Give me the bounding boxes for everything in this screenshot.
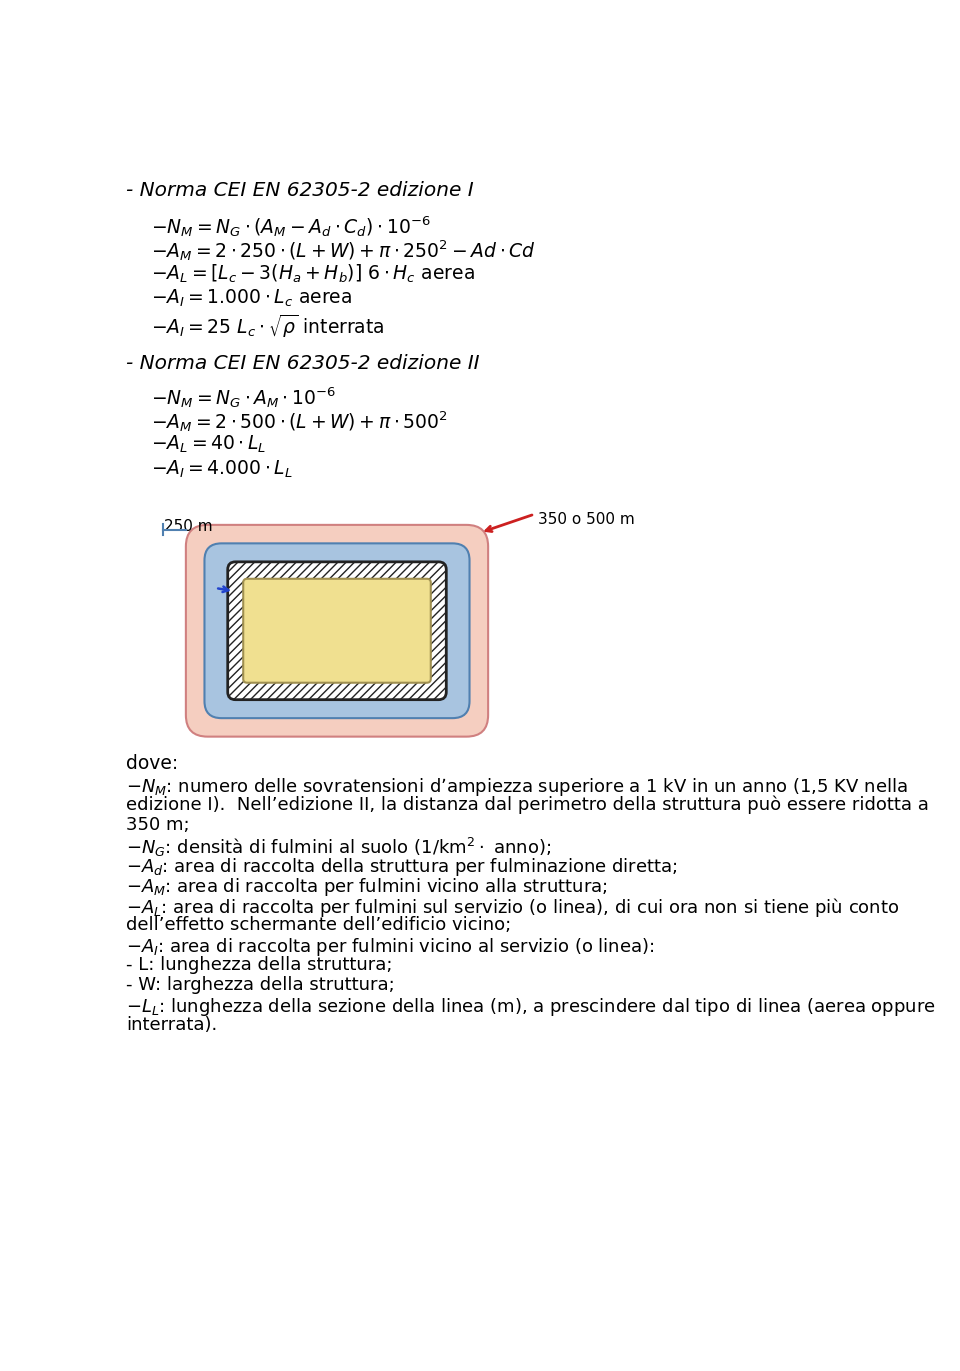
Text: $- A_I = 4.000 \cdot L_L$: $- A_I = 4.000 \cdot L_L$ [151,459,293,480]
Text: $- N_G$: densità di fulmini al suolo (1/km$^2 \cdot$ anno);: $- N_G$: densità di fulmini al suolo (1/… [126,836,551,860]
FancyBboxPatch shape [243,579,431,683]
Text: edizione I).  Nell’edizione II, la distanza dal perimetro della struttura può es: edizione I). Nell’edizione II, la distan… [126,797,929,814]
Text: $- A_L = [L_c - 3(H_a + H_b)]\ 6 \cdot H_c\ \mathrm{aerea}$: $- A_L = [L_c - 3(H_a + H_b)]\ 6 \cdot H… [151,263,475,285]
Text: 350 o 500 m: 350 o 500 m [538,511,635,526]
Text: $- A_d$: area di raccolta della struttura per fulminazione diretta;: $- A_d$: area di raccolta della struttur… [126,856,678,877]
Text: $- L_L$: lunghezza della sezione della linea (m), a prescindere dal tipo di line: $- L_L$: lunghezza della sezione della l… [126,997,936,1019]
Text: $- N_M = N_G \cdot A_M \cdot 10^{-6}$: $- N_M = N_G \cdot A_M \cdot 10^{-6}$ [151,385,336,410]
Text: 250 m: 250 m [164,518,213,533]
FancyBboxPatch shape [204,543,469,718]
Text: $- A_M$: area di raccolta per fulmini vicino alla struttura;: $- A_M$: area di raccolta per fulmini vi… [126,876,608,898]
Text: $- A_M = 2 \cdot 250 \cdot (L + W) + \pi \cdot 250^2 - Ad \cdot Cd$: $- A_M = 2 \cdot 250 \cdot (L + W) + \pi… [151,239,536,263]
Text: - W: larghezza della struttura;: - W: larghezza della struttura; [126,976,395,994]
Text: $- A_M = 2 \cdot 500 \cdot (L + W) + \pi \cdot 500^2$: $- A_M = 2 \cdot 500 \cdot (L + W) + \pi… [151,410,448,435]
Text: $A_d$: $A_d$ [237,569,255,585]
FancyBboxPatch shape [186,525,488,736]
Text: $- A_I = 1.000 \cdot L_c\ \mathrm{aerea}$: $- A_I = 1.000 \cdot L_c\ \mathrm{aerea}… [151,288,352,308]
Text: $- A_L = 40 \cdot L_L$: $- A_L = 40 \cdot L_L$ [151,435,267,455]
Text: dove:: dove: [126,754,179,773]
Text: dell’effetto schermante dell’edificio vicino;: dell’effetto schermante dell’edificio vi… [126,916,512,934]
Text: - Norma CEI EN 62305-2 edizione II: - Norma CEI EN 62305-2 edizione II [126,354,480,373]
Text: $- A_L$: area di raccolta per fulmini sul servizio (o linea), di cui ora non si : $- A_L$: area di raccolta per fulmini su… [126,897,900,919]
Text: $- A_I = 25\ L_c \cdot \sqrt{\rho}\ \mathrm{interrata}$: $- A_I = 25\ L_c \cdot \sqrt{\rho}\ \mat… [151,313,385,340]
Text: interrata).: interrata). [126,1016,218,1034]
Text: - L: lunghezza della struttura;: - L: lunghezza della struttura; [126,956,393,973]
Text: $- N_M$: numero delle sovratensioni d’ampiezza superiore a 1 kV in un anno (1,5 : $- N_M$: numero delle sovratensioni d’am… [126,776,908,798]
FancyBboxPatch shape [228,562,446,699]
Text: $- N_M = N_G \cdot (A_M - A_d \cdot C_d) \cdot 10^{-6}$: $- N_M = N_G \cdot (A_M - A_d \cdot C_d)… [151,214,431,239]
Text: $- A_I$: area di raccolta per fulmini vicino al servizio (o linea):: $- A_I$: area di raccolta per fulmini vi… [126,936,655,958]
Text: 350 m;: 350 m; [126,816,190,834]
Text: - Norma CEI EN 62305-2 edizione I: - Norma CEI EN 62305-2 edizione I [126,181,474,200]
